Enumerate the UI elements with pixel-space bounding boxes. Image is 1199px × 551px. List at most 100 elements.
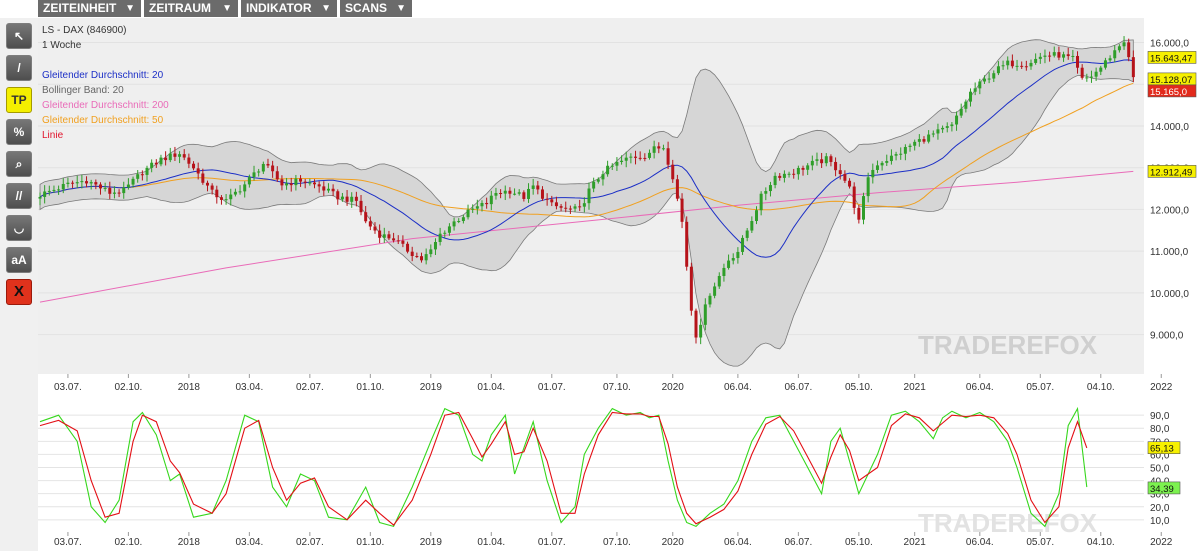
candle-body xyxy=(1006,60,1010,66)
candle-body xyxy=(61,183,65,190)
candle-body xyxy=(98,184,102,189)
candle-body xyxy=(936,129,940,134)
candle-body xyxy=(275,171,279,180)
candle-body xyxy=(247,177,251,185)
x-tick-label: 01.10. xyxy=(356,382,384,393)
candle-body xyxy=(299,178,303,182)
candle-body xyxy=(606,165,610,175)
menu-zeiteinheit[interactable]: ZEITEINHEIT ▼ xyxy=(38,0,141,17)
candle-body xyxy=(652,146,656,153)
candle-body xyxy=(475,206,479,209)
x-tick-label: 06.04. xyxy=(724,382,752,393)
candle-body xyxy=(461,217,465,221)
candle-body xyxy=(336,191,340,200)
candle-body xyxy=(634,156,638,158)
osc-last-value-label: 34,39 xyxy=(1150,484,1174,495)
candle-body xyxy=(364,212,368,222)
candle-body xyxy=(150,162,154,168)
candle-body xyxy=(754,210,758,222)
x-tick-label: 2022 xyxy=(1150,382,1173,393)
chevron-down-icon: ▼ xyxy=(321,3,331,14)
candle-body xyxy=(1099,67,1103,72)
x-tick-label: 03.07. xyxy=(54,382,82,393)
candle-body xyxy=(955,115,959,125)
candle-body xyxy=(289,183,293,186)
x-tick-label: 2021 xyxy=(904,537,927,548)
last-value-label: 15.128,07 xyxy=(1150,75,1192,86)
candle-body xyxy=(168,153,172,161)
pointer-tool-icon[interactable]: ↖ xyxy=(6,23,32,49)
menu-indikator[interactable]: INDIKATOR ▼ xyxy=(241,0,337,17)
candle-body xyxy=(303,181,307,183)
candle-body xyxy=(317,184,321,187)
menu-label: ZEITRAUM xyxy=(149,1,211,15)
osc-last-value-label: 65,13 xyxy=(1150,444,1174,455)
candle-body xyxy=(671,164,675,180)
candle-body xyxy=(1043,55,1047,57)
candle-body xyxy=(894,154,898,156)
candle-body xyxy=(57,189,61,191)
candle-body xyxy=(996,66,1000,74)
delete-tool-icon[interactable]: X xyxy=(6,279,32,305)
candle-body xyxy=(159,157,163,165)
candle-body xyxy=(38,196,42,199)
candle-body xyxy=(857,207,861,220)
candle-body xyxy=(717,275,721,287)
candle-body xyxy=(880,162,884,166)
candle-body xyxy=(624,157,628,161)
candle-body xyxy=(982,78,986,82)
candle-body xyxy=(941,127,945,130)
candle-body xyxy=(387,234,391,239)
chevron-down-icon: ▼ xyxy=(396,3,406,14)
candle-body xyxy=(1038,56,1042,59)
x-tick-label: 06.04. xyxy=(724,537,752,548)
candle-body xyxy=(308,182,312,184)
candle-body xyxy=(466,209,470,218)
candle-body xyxy=(731,258,735,261)
candle-body xyxy=(238,191,242,193)
text-tool-icon[interactable]: aA xyxy=(6,247,32,273)
candle-body xyxy=(182,154,186,158)
candle-body xyxy=(592,181,596,189)
candle-body xyxy=(978,81,982,89)
candle-body xyxy=(47,190,51,192)
candle-body xyxy=(261,163,265,172)
x-tick-label: 02.07. xyxy=(296,382,324,393)
candle-body xyxy=(457,220,461,222)
line-tool-icon[interactable]: / xyxy=(6,55,32,81)
zoom-tool-icon[interactable]: ⌕ xyxy=(6,151,32,177)
candle-body xyxy=(429,249,433,255)
candle-body xyxy=(1131,57,1135,78)
candle-body xyxy=(131,178,135,185)
last-value-label: 15.165,0 xyxy=(1150,87,1187,98)
candle-body xyxy=(229,194,233,200)
candle-body xyxy=(559,206,563,208)
candle-body xyxy=(443,232,447,234)
candle-body xyxy=(834,161,838,171)
candle-body xyxy=(680,198,684,222)
candle-body xyxy=(173,153,177,157)
candle-body xyxy=(801,167,805,170)
menu-label: INDIKATOR xyxy=(246,1,312,15)
x-tick-label: 2022 xyxy=(1150,537,1173,548)
parallel-lines-tool-icon[interactable]: // xyxy=(6,183,32,209)
candle-body xyxy=(699,324,703,338)
candle-body xyxy=(1076,55,1080,68)
candle-body xyxy=(601,174,605,180)
y-tick-label: 9.000,0 xyxy=(1150,331,1184,342)
tp-tool-button[interactable]: TP xyxy=(6,87,32,113)
candle-body xyxy=(1024,66,1028,68)
menu-scans[interactable]: SCANS ▼ xyxy=(340,0,412,17)
percent-tool-icon[interactable]: % xyxy=(6,119,32,145)
candle-body xyxy=(713,286,717,296)
candle-body xyxy=(345,196,349,202)
x-tick-label: 2020 xyxy=(662,537,685,548)
candle-body xyxy=(908,145,912,148)
candle-body xyxy=(750,221,754,231)
candle-body xyxy=(689,266,693,311)
candle-body xyxy=(708,295,712,305)
menu-zeitraum[interactable]: ZEITRAUM ▼ xyxy=(144,0,238,17)
x-tick-label: 01.04. xyxy=(477,382,505,393)
arc-tool-icon[interactable]: ◡ xyxy=(6,215,32,241)
candle-body xyxy=(1015,65,1019,67)
